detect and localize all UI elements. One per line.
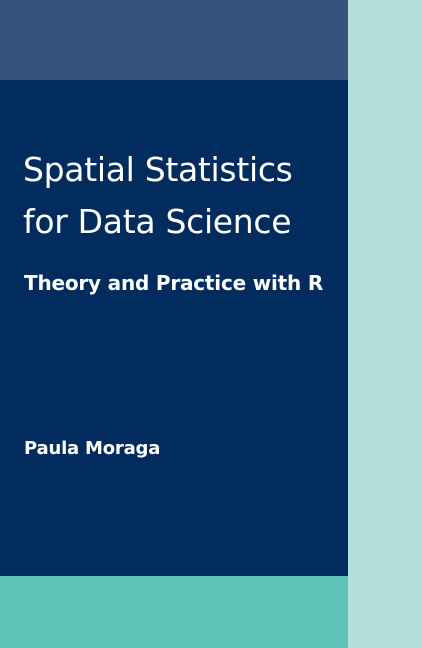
main-cover-panel [0,80,348,576]
book-title: Spatial Statistics for Data Science [23,144,343,248]
book-subtitle: Theory and Practice with R [24,271,324,295]
top-color-band [0,0,348,80]
book-title-line-1: Spatial Statistics [23,150,293,189]
right-side-strip [348,0,422,648]
bottom-color-band [0,576,348,648]
book-title-line-2: for Data Science [23,202,292,241]
author-name: Paula Moraga [24,438,161,459]
